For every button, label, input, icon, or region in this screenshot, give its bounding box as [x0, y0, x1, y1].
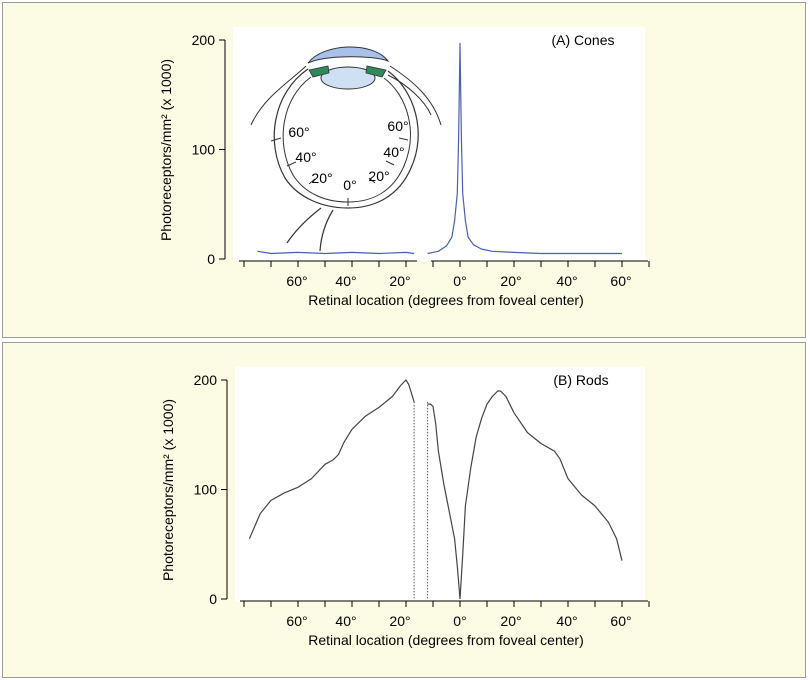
x-axis-label: Retinal location (degrees from foveal ce… — [308, 632, 583, 648]
eye-cornea — [307, 46, 390, 64]
x-tick-label: 40° — [335, 273, 356, 289]
eye-outer-wall — [273, 68, 419, 209]
angle-marker — [398, 137, 409, 141]
angle-marker — [368, 177, 376, 184]
y-tick-label: 100 — [194, 482, 218, 498]
optic-nerve-right — [319, 209, 334, 252]
x-tick-label: 0° — [453, 613, 466, 629]
eye-angle-label-left: 20° — [311, 170, 332, 186]
panel-rods: 0 100 200 60° 40° 20° 0° 20° 40° 60° (B) Rods Retin… — [2, 342, 806, 678]
x-tick-label: 20° — [500, 613, 521, 629]
y-axis-label: Photoreceptors/mm² (x 1000) — [158, 59, 174, 241]
eye-angle-label-left: 40° — [295, 149, 316, 165]
optic-nerve-left — [286, 207, 322, 244]
x-tick-label: 40° — [556, 613, 577, 629]
y-tick-label: 200 — [192, 32, 216, 48]
x-tick-label: 60° — [610, 613, 631, 629]
x-tick-label: 20° — [500, 273, 521, 289]
eye-angle-label-right: 40° — [383, 144, 404, 160]
rods-chart: 0 100 200 60° 40° 20° 0° 20° 40° 60° (B) Rods Retin… — [160, 367, 650, 648]
x-axis-label: Retinal location (degrees from foveal ce… — [308, 292, 583, 308]
x-tick-label: 0° — [453, 273, 466, 289]
eye-ciliary-left — [308, 65, 330, 78]
panel-cones: 0 100 200 60° 40° 20° 0° 20° 40° 60° (A) Cones Reti… — [2, 2, 806, 338]
angle-marker — [286, 161, 297, 167]
eye-lens — [320, 66, 376, 90]
plot-area — [235, 367, 645, 601]
y-tick-label: 0 — [207, 251, 215, 267]
eye-angle-label-right: 20° — [368, 168, 389, 184]
x-tick-label: 40° — [556, 273, 577, 289]
x-tick-label: 20° — [389, 613, 410, 629]
series-line — [459, 390, 623, 600]
eye-angle-label-left: 60° — [288, 124, 309, 140]
angle-marker — [270, 137, 282, 142]
x-tick-label: 60° — [286, 273, 307, 289]
series-line — [427, 403, 461, 600]
angle-marker — [308, 178, 316, 185]
cones-chart: 0 100 200 60° 40° 20° 0° 20° 40° 60° (A) Cones Reti… — [158, 27, 650, 308]
x-tick-label: 60° — [610, 273, 631, 289]
eye-lid-left — [250, 65, 307, 126]
y-tick-label: 100 — [192, 142, 216, 158]
x-tick-label: 60° — [286, 613, 307, 629]
eye-angle-label-center: 0° — [343, 177, 356, 193]
y-tick-label: 200 — [194, 372, 218, 388]
eye-diagram: 60° 40° 20° 60° 40° 20° 0° — [250, 46, 442, 252]
series-line — [257, 250, 415, 255]
eye-lid-right-inner — [387, 74, 432, 116]
chart-title: (A) Cones — [551, 32, 614, 48]
x-tick-label: 40° — [335, 613, 356, 629]
eye-lid-right — [389, 65, 442, 126]
x-tick-label: 20° — [389, 273, 410, 289]
series-line — [427, 42, 622, 255]
eye-angle-label-right: 60° — [387, 118, 408, 134]
chart-title: (B) Rods — [553, 372, 608, 388]
angle-marker — [385, 160, 395, 166]
y-axis-label: Photoreceptors/mm² (x 1000) — [160, 399, 176, 581]
eye-ciliary-right — [365, 65, 387, 78]
y-tick-label: 0 — [209, 591, 217, 607]
series-line — [248, 379, 415, 540]
plot-area — [233, 27, 645, 261]
